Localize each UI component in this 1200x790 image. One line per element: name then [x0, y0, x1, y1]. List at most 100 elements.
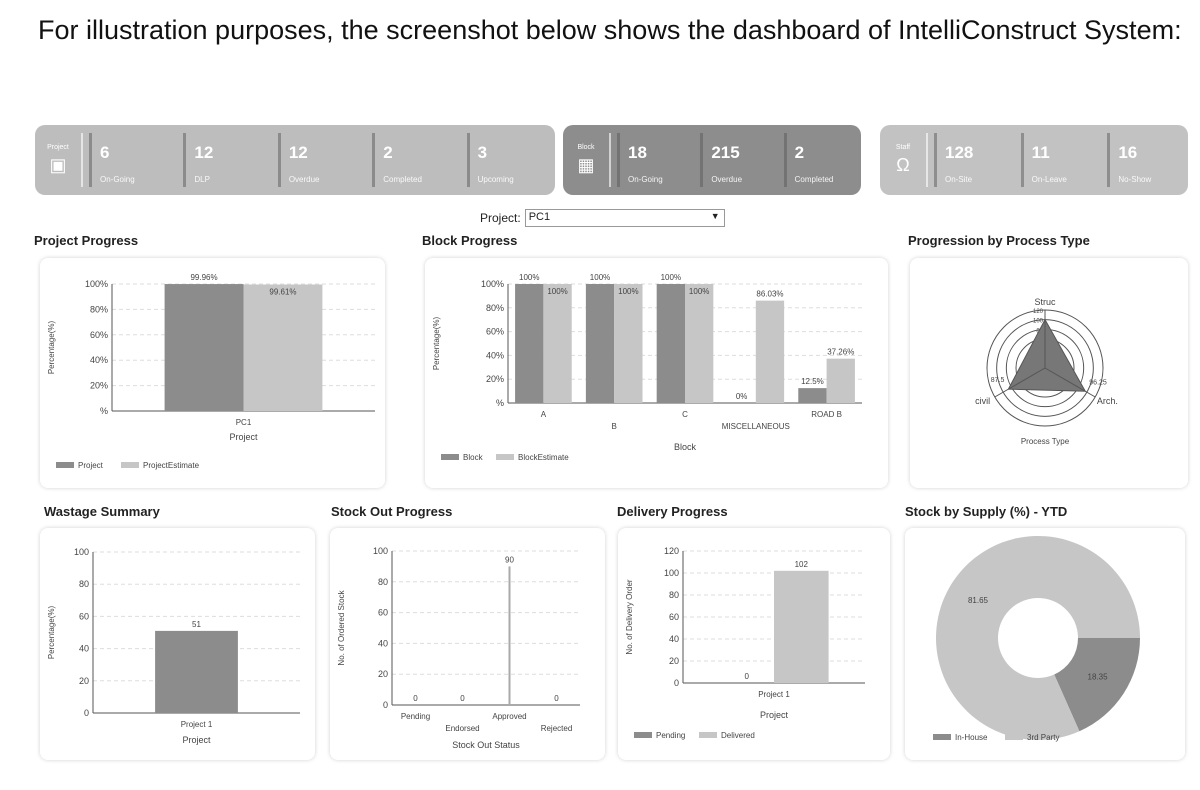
stat-upcoming[interactable]: 3 Upcoming	[466, 133, 555, 187]
bar-value-label: 100%	[661, 273, 681, 282]
bar[interactable]	[508, 566, 511, 705]
radar-area[interactable]	[1007, 318, 1087, 392]
y-tick-label: 40	[669, 634, 679, 644]
y-tick-label: 40	[79, 644, 89, 654]
x-tick-label: ROAD B	[811, 410, 842, 419]
bar[interactable]	[164, 284, 244, 411]
project-summary-strip: Project ▣ 6 On-Going 12 DLP 12 Overdue 2 Complete…	[35, 125, 555, 195]
legend-label[interactable]: Project	[78, 461, 104, 470]
x-axis-label: Project	[182, 735, 211, 745]
x-axis-label: Project	[760, 710, 789, 720]
legend-swatch	[634, 732, 652, 738]
x-tick-label: C	[682, 410, 688, 419]
x-tick-label: PC1	[236, 418, 252, 427]
stat-value: 3	[477, 143, 488, 162]
stat-overdue[interactable]: 215 Overdue	[700, 133, 777, 187]
x-axis-label: Stock Out Status	[452, 740, 520, 750]
stat-dlp[interactable]: 12 DLP	[183, 133, 271, 187]
stat-on-site[interactable]: 128 On-Site	[934, 133, 1015, 187]
legend-swatch	[933, 734, 951, 740]
x-tick-label: Approved	[492, 712, 526, 721]
y-tick-label: 80	[378, 577, 388, 587]
stock-supply-donut-chart: 18.35 81.65 In-House 3rd Party	[933, 536, 1140, 742]
stat-label: No-Show	[1118, 175, 1152, 184]
stat-label: Completed	[383, 175, 422, 184]
process-type-radar-chart: 20406080100120StrucArch.96.25civil87.5Pr…	[975, 297, 1118, 446]
legend-label[interactable]: Delivered	[721, 731, 755, 740]
stat-on-going[interactable]: 6 On-Going	[89, 133, 177, 187]
x-tick-label: A	[541, 410, 547, 419]
y-tick-label: %	[496, 398, 504, 408]
stat-completed[interactable]: 2 Completed	[783, 133, 861, 187]
y-axis-label: Percentage(%)	[47, 605, 56, 659]
y-tick-label: 100	[664, 568, 679, 578]
stat-value: 12	[288, 143, 308, 162]
project-progress-chart: % 20% 40% 60% 80% 100% 99.96% 99.61% PC1 Project P…	[47, 273, 375, 470]
bar[interactable]	[755, 300, 785, 403]
bar-value-label: 99.61%	[269, 287, 296, 296]
y-tick-label: 40%	[90, 355, 108, 365]
radar-axis-label: Arch.	[1097, 396, 1118, 406]
wastage-panel: 0 20 40 60 80 100 51 Project 1 Project Percentage…	[40, 528, 315, 760]
x-tick-label: Rejected	[541, 724, 573, 733]
bar-value-label: 100%	[689, 287, 709, 296]
legend-label[interactable]: 3rd Party	[1027, 733, 1059, 742]
legend-label[interactable]: Pending	[656, 731, 685, 740]
y-tick-label: 120	[664, 546, 679, 556]
legend-swatch	[496, 454, 514, 460]
bar[interactable]	[685, 284, 714, 403]
stat-overdue[interactable]: 12 Overdue	[277, 133, 366, 187]
y-tick-label: 40%	[486, 350, 504, 360]
y-tick-label: 80	[669, 590, 679, 600]
project-select-box[interactable]: PC1 ▼	[524, 209, 725, 227]
legend-label[interactable]: In-House	[955, 733, 988, 742]
project-progress-title: Project Progress	[34, 233, 139, 248]
block-strip-lead: Block ▦	[563, 133, 611, 187]
stat-completed[interactable]: 2 Completed	[372, 133, 460, 187]
staff-people-icon: Ω	[896, 155, 910, 175]
bar[interactable]	[614, 284, 643, 403]
process-type-panel: 20406080100120StrucArch.96.25civil87.5Pr…	[910, 258, 1188, 488]
radar-axis	[1044, 367, 1096, 398]
wastage-chart: 0 20 40 60 80 100 51 Project 1 Project Percentage…	[47, 547, 300, 745]
bar[interactable]	[543, 284, 572, 403]
donut-slice[interactable]	[1054, 638, 1140, 732]
bar[interactable]	[798, 388, 827, 403]
y-tick-label: 80%	[90, 304, 108, 314]
slice-value-label: 18.35	[1088, 673, 1109, 682]
x-tick-label: B	[612, 422, 617, 431]
legend-label[interactable]: BlockEstimate	[518, 453, 569, 462]
x-tick-label: Project 1	[758, 690, 790, 699]
bar[interactable]	[515, 284, 544, 403]
legend-label[interactable]: Block	[463, 453, 484, 462]
slice-value-label: 81.65	[968, 596, 989, 605]
y-tick-label: 80%	[486, 303, 504, 313]
bar[interactable]	[243, 284, 323, 411]
bar[interactable]	[774, 570, 829, 683]
y-tick-label: 60%	[486, 327, 504, 337]
bar-value-label: 99.96%	[190, 273, 217, 282]
bar-value-label: 100%	[519, 273, 539, 282]
bar-value-label: 51	[192, 620, 201, 629]
stat-on-leave[interactable]: 11 On-Leave	[1020, 133, 1102, 187]
bar[interactable]	[585, 284, 615, 403]
y-axis-label: No. of Delivery Order	[625, 579, 634, 654]
bar[interactable]	[155, 630, 238, 713]
bar-value-label: 90	[505, 555, 514, 564]
stat-on-going[interactable]: 18 On-Going	[617, 133, 694, 187]
bar[interactable]	[826, 358, 855, 403]
radar-tick-label: 100	[1033, 319, 1044, 325]
x-axis-label: Project	[229, 432, 258, 442]
donut-slice[interactable]	[936, 536, 1140, 740]
x-tick-label: Pending	[401, 712, 430, 721]
bar[interactable]	[656, 284, 685, 403]
y-tick-label: 20	[669, 656, 679, 666]
y-tick-label: 60	[378, 608, 388, 618]
stat-label: On-Site	[945, 175, 973, 184]
y-axis-label: No. of Ordered Stock	[337, 589, 346, 665]
project-select[interactable]: Project: PC1 ▼	[480, 209, 725, 227]
stat-no-show[interactable]: 16 No-Show	[1107, 133, 1188, 187]
legend-label[interactable]: ProjectEstimate	[143, 461, 200, 470]
bar-value-label: 102	[795, 560, 809, 569]
radar-axis-label: Struc	[1034, 297, 1056, 307]
